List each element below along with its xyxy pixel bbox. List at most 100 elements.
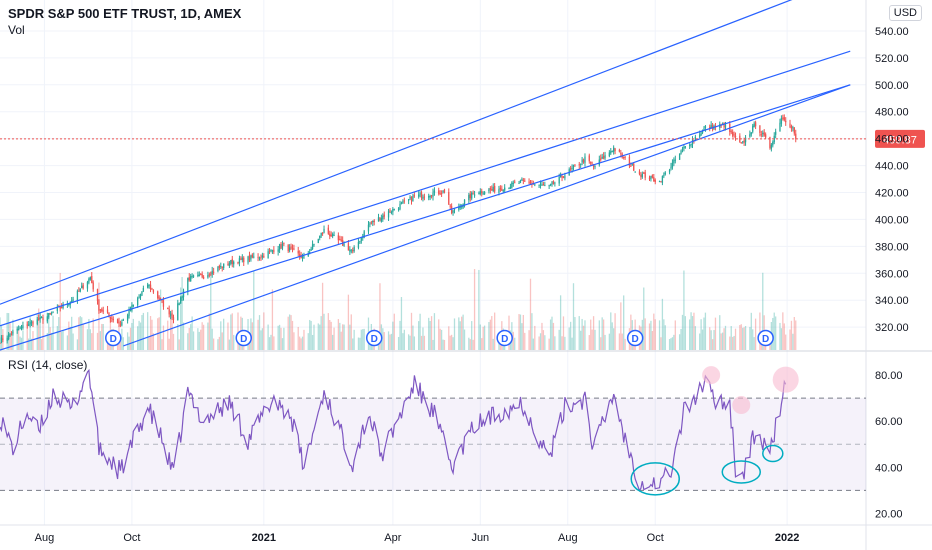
candle-body xyxy=(228,263,231,266)
volume-bar xyxy=(450,334,453,350)
volume-bar xyxy=(317,323,319,350)
candle-body xyxy=(359,241,361,243)
volume-bar xyxy=(521,323,523,350)
candle-body xyxy=(273,249,275,253)
candle-body xyxy=(39,316,41,320)
volume-bar xyxy=(32,331,34,350)
volume-bar xyxy=(721,332,724,350)
annotation-circle xyxy=(630,462,680,496)
volume-bar xyxy=(347,294,350,350)
candle-body xyxy=(742,141,744,143)
price-tick-label: 480.00 xyxy=(875,107,909,119)
volume-bar xyxy=(307,333,309,350)
candle-body xyxy=(329,233,331,237)
currency-button[interactable]: USD xyxy=(888,5,922,21)
candle-body xyxy=(20,327,23,329)
candle-body xyxy=(188,277,190,281)
candle-body xyxy=(291,247,294,249)
volume-bar xyxy=(691,316,694,350)
volume-bar xyxy=(202,324,205,350)
volume-bar xyxy=(49,327,51,350)
trend-line xyxy=(0,50,851,327)
last-price-tag xyxy=(875,129,925,148)
candle-body xyxy=(638,171,641,175)
volume-bar xyxy=(683,270,685,350)
highlight-dot xyxy=(772,366,799,393)
candle-body xyxy=(237,262,239,264)
candle-body xyxy=(207,275,209,278)
volume-bar xyxy=(469,339,471,350)
candle-body xyxy=(644,172,646,178)
volume-bar xyxy=(400,297,403,350)
dividend-marker-label: D xyxy=(632,334,639,345)
candle-body xyxy=(501,188,503,191)
volume-bar xyxy=(740,324,742,350)
candle-body xyxy=(633,163,635,171)
volume-bar xyxy=(650,320,652,350)
candle-body xyxy=(753,123,755,127)
candle-body xyxy=(233,261,235,265)
candle-body xyxy=(519,180,522,184)
candle-body xyxy=(754,122,757,127)
volume-bar xyxy=(618,333,621,350)
candle-body xyxy=(121,322,123,326)
volume-bar xyxy=(701,329,704,350)
volume-bar xyxy=(423,335,426,350)
dividend-marker-label: D xyxy=(240,334,247,345)
candle-body xyxy=(397,208,400,210)
candle-body xyxy=(439,193,441,195)
volume-bar xyxy=(290,315,292,350)
volume-bar xyxy=(220,321,222,350)
candle-body xyxy=(483,192,486,194)
volume-bar xyxy=(590,319,592,350)
candle-body xyxy=(202,276,205,279)
candle-body xyxy=(779,122,781,132)
candle-body xyxy=(528,181,530,183)
volume-bar xyxy=(121,328,123,350)
volume-bar xyxy=(352,338,354,350)
candle-body xyxy=(138,296,140,298)
candle-body xyxy=(740,142,742,144)
volume-bar xyxy=(178,339,180,350)
volume-bar xyxy=(732,336,734,350)
candle-body xyxy=(734,135,737,138)
candle-body xyxy=(293,248,295,250)
volume-bar xyxy=(101,323,103,350)
volume-bar xyxy=(81,317,83,350)
candle-body xyxy=(479,191,481,195)
candle-body xyxy=(429,195,431,198)
candle-body xyxy=(147,284,149,288)
dividend-marker xyxy=(496,329,513,347)
candle-body xyxy=(723,122,725,128)
volume-bar xyxy=(402,333,404,350)
volume-bar xyxy=(608,333,610,350)
candle-body xyxy=(78,290,80,292)
candle-body xyxy=(614,148,616,151)
candle-body xyxy=(733,134,735,136)
price-tick-label: 400.00 xyxy=(875,214,909,226)
candle-body xyxy=(790,126,793,129)
candle-body xyxy=(704,126,707,128)
candle-body xyxy=(650,175,652,180)
volume-bar xyxy=(221,332,223,350)
time-tick-label: Aug xyxy=(35,532,55,544)
candle-body xyxy=(42,317,44,321)
candle-body xyxy=(407,199,410,201)
candle-body xyxy=(562,176,565,179)
candle-body xyxy=(592,164,595,167)
candle-body xyxy=(50,312,53,314)
volume-bar xyxy=(201,322,203,350)
volume-bar xyxy=(349,324,351,350)
volume-bar xyxy=(552,322,555,350)
candle-body xyxy=(177,303,179,321)
candle-body xyxy=(86,282,89,289)
volume-bar xyxy=(99,331,102,350)
candle-body xyxy=(678,153,681,160)
price-tick-label: 420.00 xyxy=(875,188,909,200)
candle-body xyxy=(172,317,175,320)
candle-body xyxy=(151,288,153,290)
candle-body xyxy=(432,192,434,197)
candle-body xyxy=(514,181,516,183)
candle-body xyxy=(671,162,674,168)
